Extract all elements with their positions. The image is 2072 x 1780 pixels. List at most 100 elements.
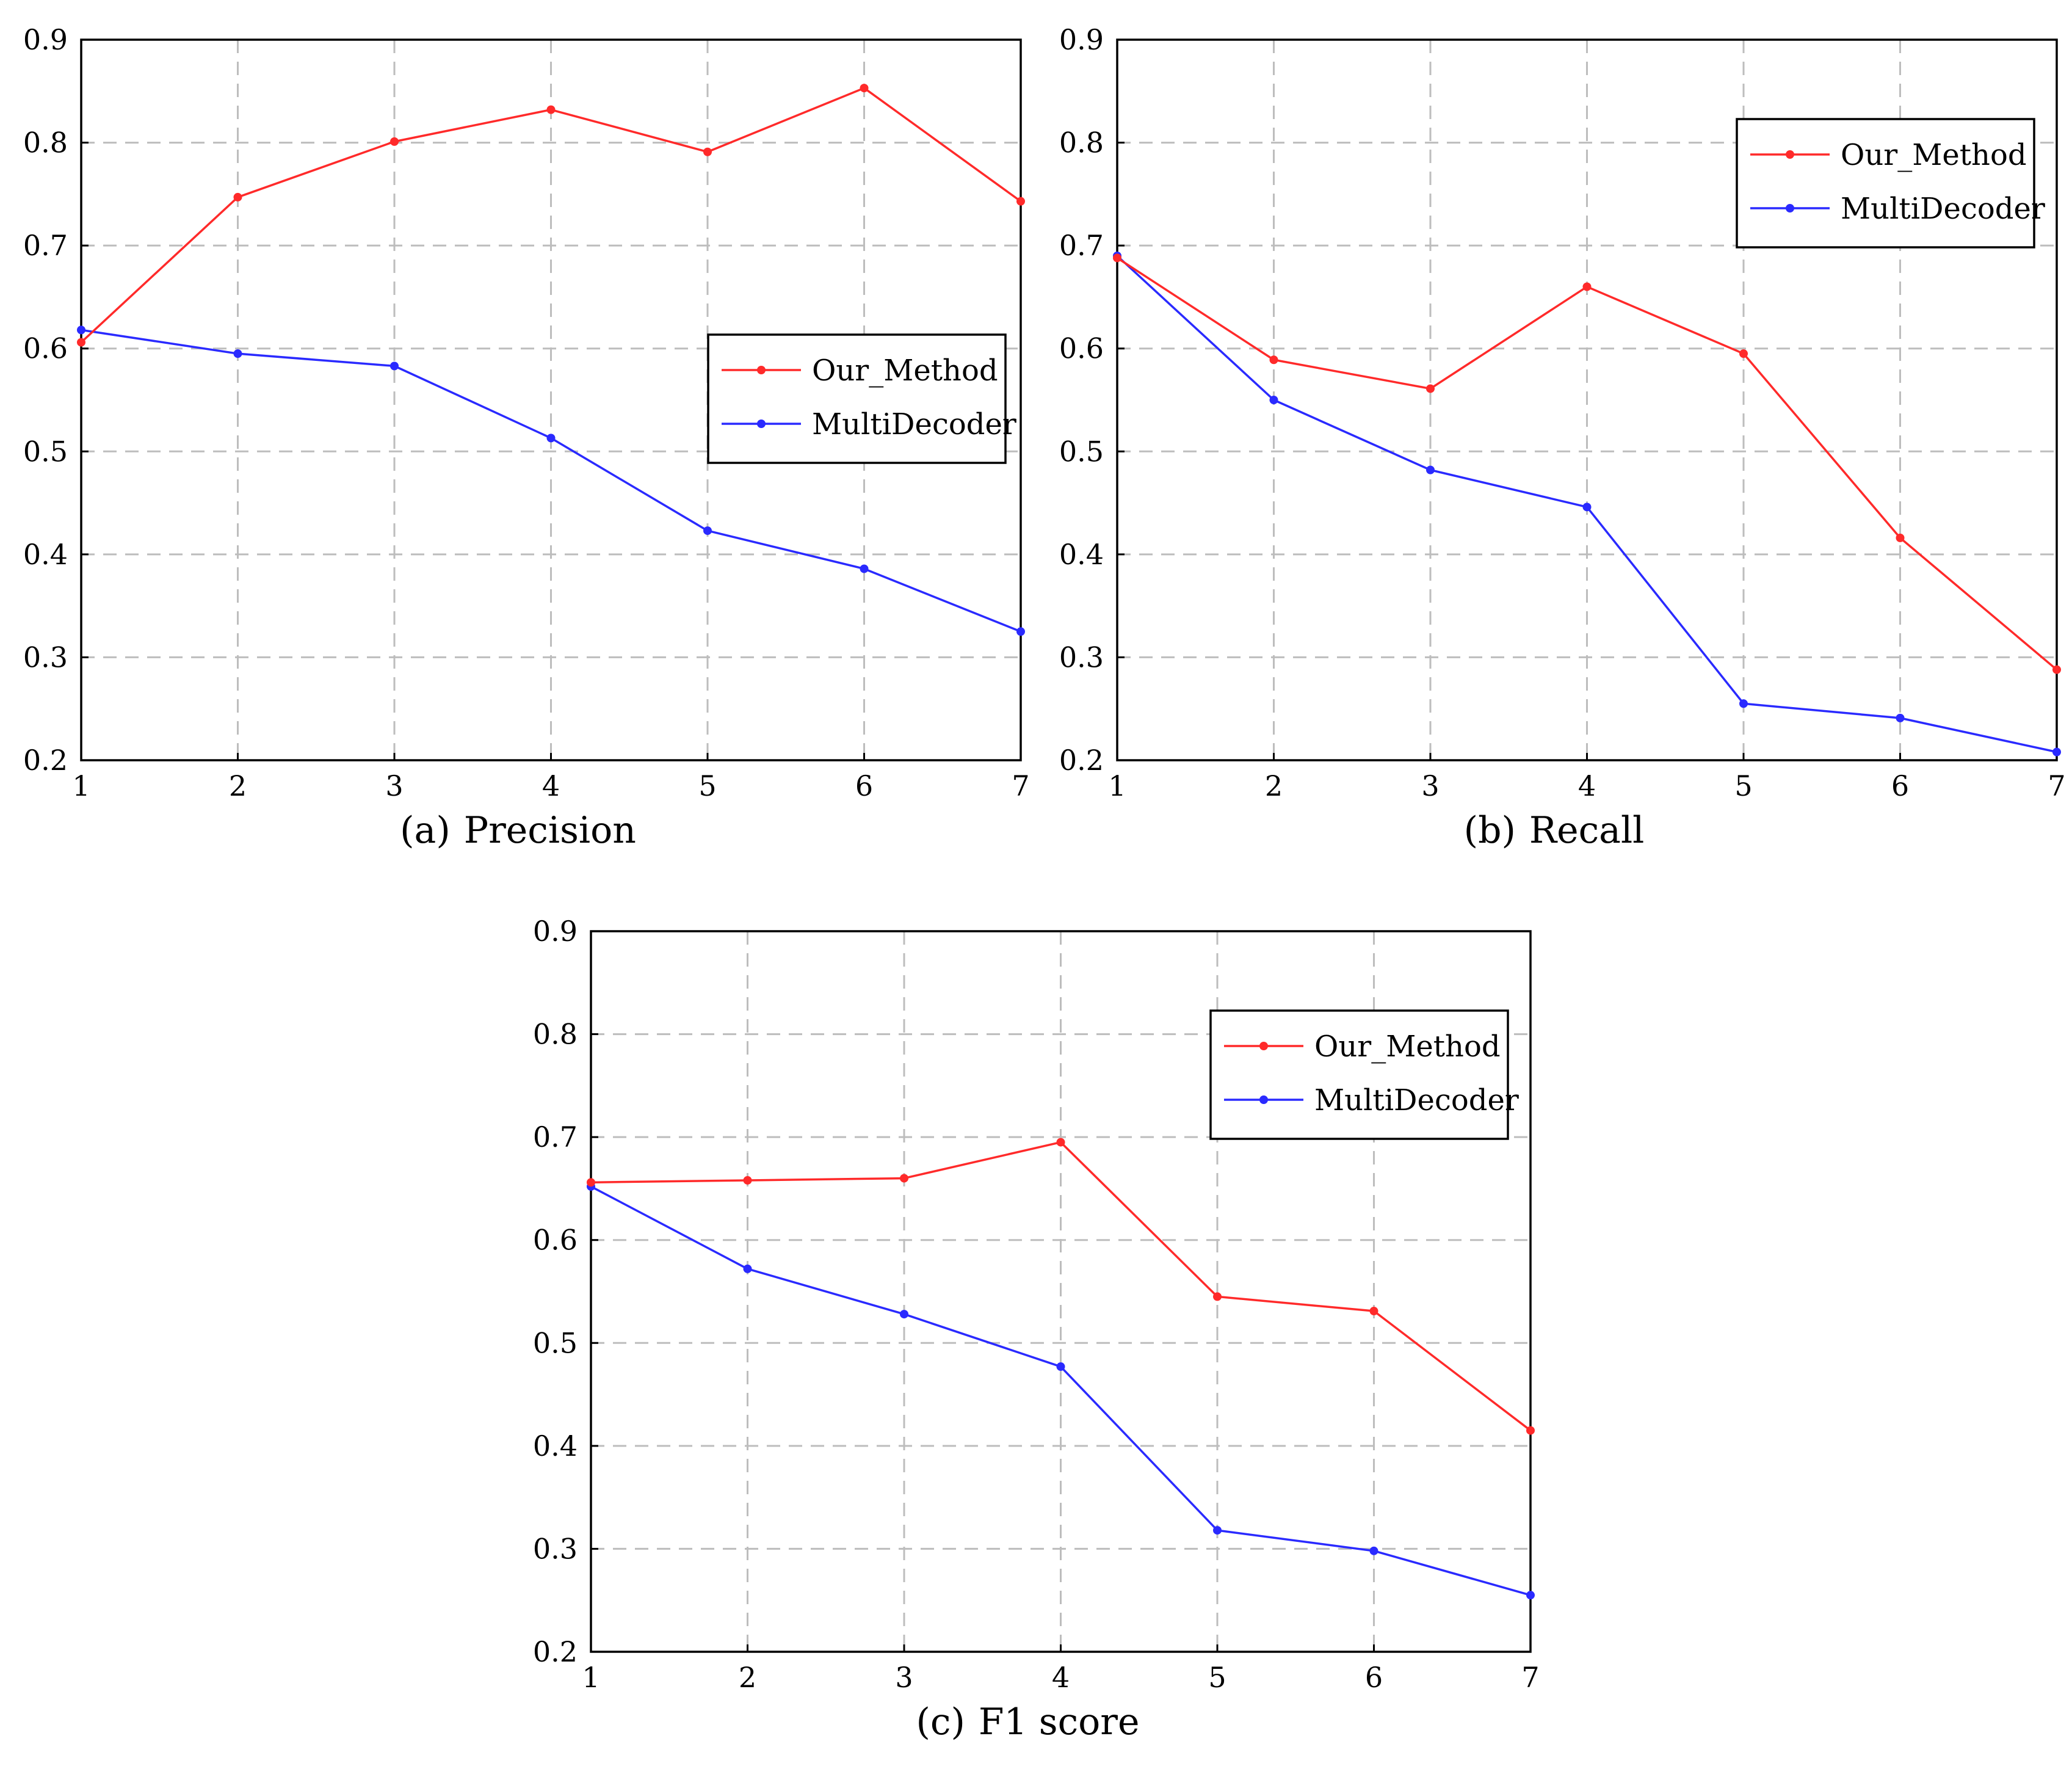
recall-xtick-label: 3: [1421, 769, 1439, 802]
precision-chart-panel: 0.2 0.3 0.4 0.5 0.6 0.7 0.8 0.9 1 2 3 4 5 6 7 Our_Metho…: [0, 0, 1036, 873]
f1-multidecoder-point: [1213, 1526, 1222, 1535]
recall-our-method-point: [1269, 355, 1278, 365]
precision-legend: Our_Method MultiDecoder: [707, 333, 1016, 464]
precision-xtick-label: 3: [385, 769, 403, 802]
f1-caption-title: F1 score: [978, 1701, 1140, 1743]
precision-multidecoder-point: [860, 564, 869, 573]
f1-ytick-label: 0.6: [533, 1224, 578, 1257]
precision-caption: (a) Precision: [0, 809, 1036, 852]
precision-our-method-point: [703, 147, 712, 156]
precision-xtick-label: 6: [855, 769, 873, 802]
precision-xtick-label: 4: [542, 769, 560, 802]
f1-ytick-label: 0.4: [533, 1429, 578, 1462]
f1-our-method-point: [1056, 1138, 1065, 1147]
f1-multidecoder-point: [1056, 1362, 1065, 1371]
precision-ytick-label: 0.9: [23, 23, 68, 56]
recall-multidecoder-point: [2052, 747, 2061, 757]
precision-ytick-label: 0.2: [23, 744, 68, 777]
f1-xtick-label: 5: [1208, 1661, 1226, 1694]
recall-ytick-label: 0.5: [1059, 435, 1104, 468]
precision-multidecoder-point: [703, 526, 712, 536]
recall-xtick-label: 1: [1108, 769, 1126, 802]
f1-multidecoder-point: [900, 1310, 908, 1319]
f1-our-method-point: [1213, 1292, 1222, 1301]
recall-our-method-point: [1739, 349, 1748, 358]
recall-legend-box: [1736, 118, 2035, 249]
recall-ytick-label: 0.2: [1059, 744, 1104, 777]
recall-ytick-label: 0.3: [1059, 641, 1104, 674]
f1-chart-panel: 0.2 0.3 0.4 0.5 0.6 0.7 0.8 0.9 1 2 3 4 5 6 7 Our_Metho…: [510, 892, 1546, 1771]
f1-our-method-point: [900, 1174, 908, 1183]
f1-chart: 0.2 0.3 0.4 0.5 0.6 0.7 0.8 0.9 1 2 3 4 5 6 7 Our_Metho…: [533, 915, 1540, 1694]
precision-our-method-point: [1016, 197, 1025, 206]
precision-legend-swatch-marker: [757, 420, 766, 428]
f1-our-method-point: [1526, 1426, 1535, 1435]
f1-legend-box: [1209, 1009, 1509, 1140]
precision-ytick-label: 0.6: [23, 332, 68, 365]
recall-xtick-label: 4: [1578, 769, 1596, 802]
precision-our-method-point: [77, 338, 85, 347]
recall-legend-label: Our_Method: [1841, 138, 2027, 172]
recall-multidecoder-point: [1739, 699, 1748, 708]
precision-legend-swatch-marker: [757, 366, 766, 374]
f1-ytick-label: 0.5: [533, 1326, 578, 1359]
recall-legend: Our_Method MultiDecoder: [1736, 118, 2045, 249]
f1-our-method-point: [743, 1175, 752, 1185]
recall-legend-swatch-marker: [1786, 204, 1794, 213]
recall-legend-label: MultiDecoder: [1841, 192, 2045, 226]
precision-legend-label: Our_Method: [812, 354, 998, 388]
f1-multidecoder-point: [1526, 1591, 1535, 1600]
f1-ytick-label: 0.9: [533, 915, 578, 948]
precision-xtick-label: 1: [72, 769, 90, 802]
recall-our-method-point: [2052, 665, 2061, 674]
recall-multidecoder-point: [1269, 396, 1278, 404]
precision-caption-label: (a): [400, 809, 451, 852]
precision-multidecoder-point: [77, 325, 85, 335]
precision-multidecoder-point: [390, 361, 399, 371]
precision-multidecoder-point: [546, 434, 556, 443]
f1-our-method-point: [1369, 1307, 1378, 1316]
f1-xtick-label: 4: [1052, 1661, 1070, 1694]
f1-xtick-label: 1: [582, 1661, 600, 1694]
precision-chart: 0.2 0.3 0.4 0.5 0.6 0.7 0.8 0.9 1 2 3 4 5 6 7 Our_Metho…: [23, 23, 1030, 802]
recall-ytick-label: 0.9: [1059, 23, 1104, 56]
recall-xtick-label: 6: [1891, 769, 1909, 802]
recall-multidecoder-point: [1896, 713, 1905, 722]
recall-ytick-label: 0.6: [1059, 332, 1104, 365]
f1-legend-swatch-marker: [1259, 1042, 1268, 1050]
recall-ytick-label: 0.8: [1059, 126, 1104, 159]
f1-multidecoder-point: [1369, 1546, 1378, 1555]
recall-our-method-point: [1113, 253, 1121, 263]
f1-caption: (c) F1 score: [510, 1701, 1546, 1743]
precision-caption-title: Precision: [463, 809, 636, 852]
precision-xtick-label: 7: [1012, 769, 1029, 802]
recall-caption-title: Recall: [1529, 809, 1645, 852]
recall-our-method-point: [1426, 384, 1435, 393]
recall-xtick-label: 7: [2048, 769, 2065, 802]
precision-our-method-point: [233, 192, 242, 202]
precision-ytick-label: 0.3: [23, 641, 68, 674]
precision-legend-label: MultiDecoder: [812, 407, 1016, 441]
precision-xtick-label: 5: [698, 769, 716, 802]
recall-legend-swatch-marker: [1786, 150, 1794, 159]
recall-caption-label: (b): [1463, 809, 1516, 852]
f1-our-method-point: [587, 1178, 595, 1187]
f1-ytick-label: 0.7: [533, 1121, 578, 1153]
precision-ytick-label: 0.5: [23, 435, 68, 468]
recall-xtick-label: 2: [1265, 769, 1283, 802]
recall-our-method-point: [1582, 282, 1592, 291]
f1-xtick-label: 6: [1365, 1661, 1383, 1694]
precision-multidecoder-point: [1016, 627, 1025, 636]
recall-our-method-point: [1896, 533, 1905, 542]
recall-ytick-label: 0.4: [1059, 538, 1104, 571]
f1-ytick-label: 0.8: [533, 1018, 578, 1051]
f1-xtick-label: 7: [1521, 1661, 1539, 1694]
f1-ytick-label: 0.2: [533, 1635, 578, 1668]
f1-legend-label: MultiDecoder: [1314, 1083, 1519, 1117]
recall-ytick-label: 0.7: [1059, 229, 1104, 262]
f1-ytick-label: 0.3: [533, 1532, 578, 1565]
precision-multidecoder-point: [233, 349, 242, 358]
f1-legend-swatch-marker: [1259, 1095, 1268, 1104]
recall-caption: (b) Recall: [1036, 809, 2072, 852]
precision-ytick-label: 0.4: [23, 538, 68, 571]
